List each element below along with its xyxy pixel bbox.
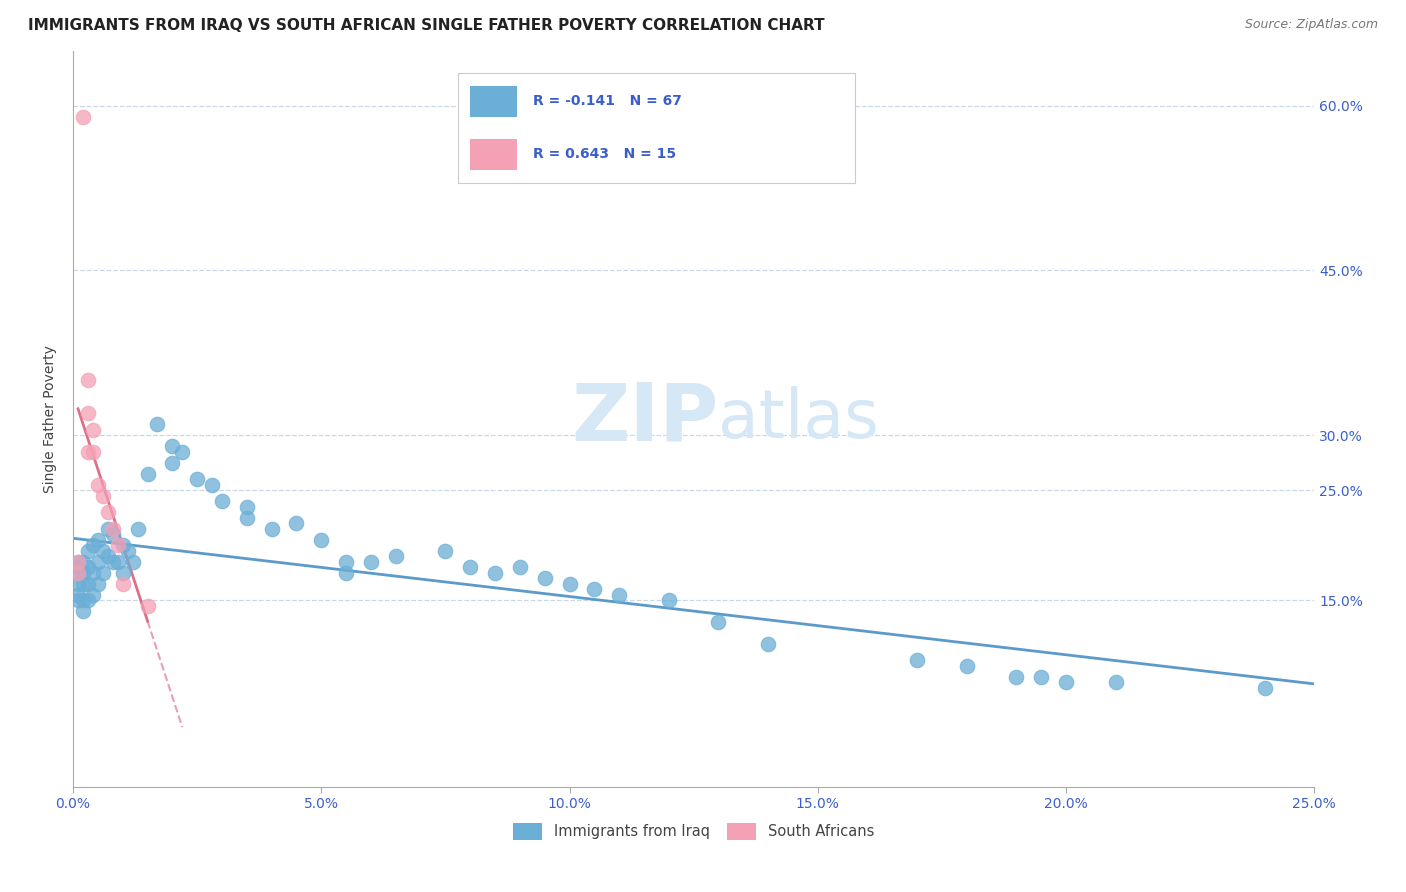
Point <box>87 477 110 491</box>
Point <box>67 576 90 591</box>
Point <box>335 555 357 569</box>
Point <box>82 444 104 458</box>
Point <box>1253 681 1275 695</box>
Point <box>101 555 124 569</box>
Point <box>186 472 208 486</box>
Point <box>107 555 129 569</box>
Point <box>1054 675 1077 690</box>
Point <box>533 571 555 585</box>
Point <box>72 555 94 569</box>
Point <box>360 555 382 569</box>
Point <box>67 588 90 602</box>
Point <box>434 543 457 558</box>
Point <box>97 522 120 536</box>
Point <box>111 538 134 552</box>
Text: ZIP: ZIP <box>571 380 718 458</box>
Point <box>484 566 506 580</box>
Point <box>72 576 94 591</box>
Point <box>384 549 406 563</box>
Point <box>97 549 120 563</box>
Point <box>201 477 224 491</box>
Point <box>101 527 124 541</box>
Point <box>77 576 100 591</box>
Point <box>67 566 90 580</box>
Point <box>172 444 194 458</box>
Point <box>87 533 110 547</box>
Point <box>707 615 730 629</box>
Point <box>905 653 928 667</box>
Point <box>67 555 90 569</box>
Point <box>82 423 104 437</box>
Point <box>101 522 124 536</box>
Point <box>558 576 581 591</box>
Point <box>583 582 606 596</box>
Point <box>67 566 90 580</box>
Point <box>509 560 531 574</box>
Point <box>72 110 94 124</box>
Point <box>136 599 159 613</box>
Point <box>956 659 979 673</box>
Text: IMMIGRANTS FROM IRAQ VS SOUTH AFRICAN SINGLE FATHER POVERTY CORRELATION CHART: IMMIGRANTS FROM IRAQ VS SOUTH AFRICAN SI… <box>28 18 825 33</box>
Point <box>72 593 94 607</box>
Point <box>72 604 94 618</box>
Point <box>91 543 114 558</box>
Point <box>82 566 104 580</box>
Point <box>260 522 283 536</box>
Point <box>91 566 114 580</box>
Point <box>117 543 139 558</box>
Point <box>1104 675 1126 690</box>
Point <box>311 533 333 547</box>
Point <box>77 406 100 420</box>
Point <box>285 516 308 530</box>
Legend: Immigrants from Iraq, South Africans: Immigrants from Iraq, South Africans <box>508 817 880 846</box>
Point <box>77 543 100 558</box>
Point <box>77 444 100 458</box>
Point <box>111 566 134 580</box>
Point <box>1005 670 1028 684</box>
Point <box>97 505 120 519</box>
Point <box>87 576 110 591</box>
Point <box>236 510 259 524</box>
Point <box>77 593 100 607</box>
Point <box>335 566 357 580</box>
Point <box>91 489 114 503</box>
Point <box>67 555 90 569</box>
Point <box>87 555 110 569</box>
Text: Source: ZipAtlas.com: Source: ZipAtlas.com <box>1244 18 1378 31</box>
Point <box>77 373 100 387</box>
Point <box>162 439 184 453</box>
Point <box>756 637 779 651</box>
Point <box>107 538 129 552</box>
Point <box>236 500 259 514</box>
Point <box>82 588 104 602</box>
Point <box>136 467 159 481</box>
Point <box>1029 670 1052 684</box>
Point <box>67 593 90 607</box>
Point <box>146 417 169 432</box>
Point <box>121 555 143 569</box>
Point <box>72 566 94 580</box>
Point <box>67 560 90 574</box>
Point <box>607 588 630 602</box>
Point <box>127 522 149 536</box>
Point <box>162 456 184 470</box>
Point <box>77 560 100 574</box>
Point <box>111 576 134 591</box>
Point <box>658 593 681 607</box>
Point <box>458 560 481 574</box>
Point <box>82 538 104 552</box>
Point <box>211 494 233 508</box>
Y-axis label: Single Father Poverty: Single Father Poverty <box>44 345 58 492</box>
Text: atlas: atlas <box>718 385 879 451</box>
